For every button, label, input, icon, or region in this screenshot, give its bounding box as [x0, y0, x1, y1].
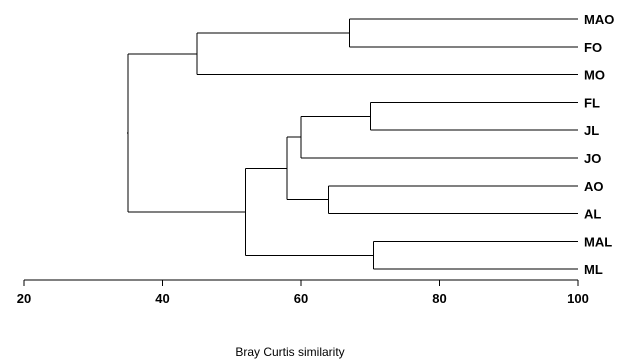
x-axis: 20 40 60 80 100: [17, 279, 589, 306]
x-tick-label: 100: [567, 291, 589, 306]
leaf-label: ML: [584, 262, 603, 277]
leaf-label: MO: [584, 68, 605, 83]
dendrogram-branches: [126, 18, 578, 270]
x-tick-label: 80: [432, 291, 446, 306]
leaf-label: FL: [584, 95, 600, 110]
leaf-label: MAO: [584, 12, 614, 27]
leaf-label: FO: [584, 40, 602, 55]
leaf-label: MAL: [584, 234, 612, 249]
leaf-label: AO: [584, 179, 604, 194]
leaf-label: JO: [584, 151, 601, 166]
leaf-label: AL: [584, 207, 601, 222]
x-tick-label: 20: [17, 291, 31, 306]
leaf-label: JL: [584, 123, 599, 138]
leaf-labels: MAO FO MO FL JL JO AO AL MAL ML: [584, 12, 614, 277]
x-axis-title: Bray Curtis similarity: [235, 345, 344, 359]
x-tick-label: 40: [155, 291, 169, 306]
x-tick-label: 60: [294, 291, 308, 306]
